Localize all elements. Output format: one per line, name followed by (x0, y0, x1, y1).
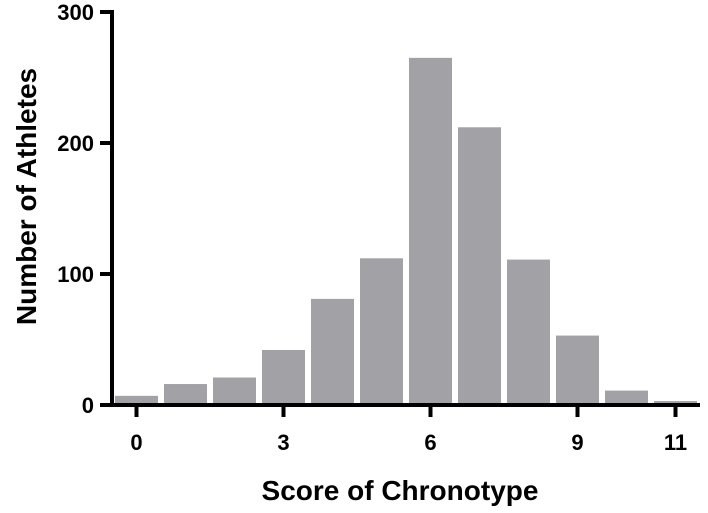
y-tick-label-200: 200 (57, 131, 94, 156)
x-axis-title: Score of Chronotype (262, 475, 539, 506)
x-tick-label-6: 6 (424, 430, 436, 455)
bar-6 (409, 57, 452, 405)
bar-1 (164, 384, 207, 405)
x-tick-label-9: 9 (571, 430, 583, 455)
x-tick-label-0: 0 (130, 430, 142, 455)
y-ticks-layer: 0 100 200 300 (57, 0, 112, 418)
bar-2 (213, 377, 256, 405)
x-ticks-layer: 0 3 6 9 11 (130, 405, 687, 455)
y-axis-title: Number of Athletes (11, 68, 42, 325)
y-tick-label-300: 300 (57, 0, 94, 25)
x-tick-label-11: 11 (664, 430, 687, 455)
bar-9 (556, 335, 599, 405)
y-tick-label-100: 100 (57, 262, 94, 287)
y-tick-label-0: 0 (82, 393, 94, 418)
bar-8 (507, 259, 550, 405)
bar-3 (262, 349, 305, 405)
bar-10 (605, 390, 648, 405)
x-tick-label-3: 3 (277, 430, 289, 455)
bars-layer (115, 57, 697, 405)
bar-0 (115, 395, 158, 405)
axes-layer (110, 10, 700, 407)
bar-5 (360, 258, 403, 405)
bar-7 (458, 127, 501, 405)
bar-4 (311, 298, 354, 405)
